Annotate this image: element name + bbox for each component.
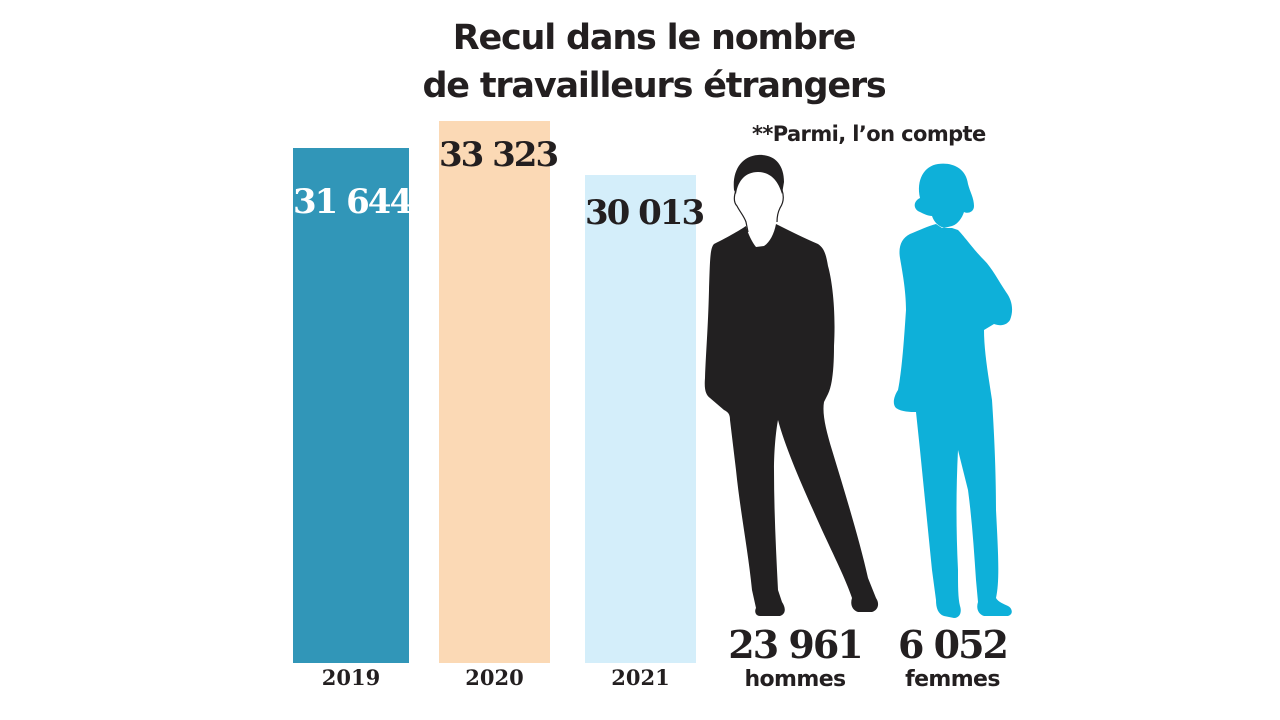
- women-label: femmes: [905, 667, 1000, 692]
- bar-value-2019: 31 644: [293, 182, 413, 222]
- breakdown-subtitle: **Parmi, l’on compte: [752, 122, 986, 146]
- year-label-2021: 2021: [611, 665, 670, 690]
- year-label-2019: 2019: [321, 665, 381, 690]
- chart-title: Recul dans le nombre de travailleurs étr…: [380, 14, 928, 110]
- chart-title-line-2: de travailleurs étrangers: [422, 66, 886, 106]
- man-silhouette-icon: [704, 154, 879, 616]
- bar-2019: 31 644: [293, 148, 413, 663]
- year-label-2020: 2020: [465, 665, 524, 690]
- woman-silhouette-icon: [893, 163, 1013, 618]
- women-count: 6 052: [898, 622, 1009, 667]
- men-label: hommes: [744, 667, 846, 692]
- bar-2020: 33 323: [439, 121, 559, 663]
- bar-value-2020: 33 323: [439, 135, 559, 175]
- men-count: 23 961: [728, 622, 863, 667]
- bar-2021: 30 013: [585, 175, 705, 663]
- bar-value-2021: 30 013: [585, 193, 705, 233]
- chart-title-line-1: Recul dans le nombre: [452, 18, 857, 58]
